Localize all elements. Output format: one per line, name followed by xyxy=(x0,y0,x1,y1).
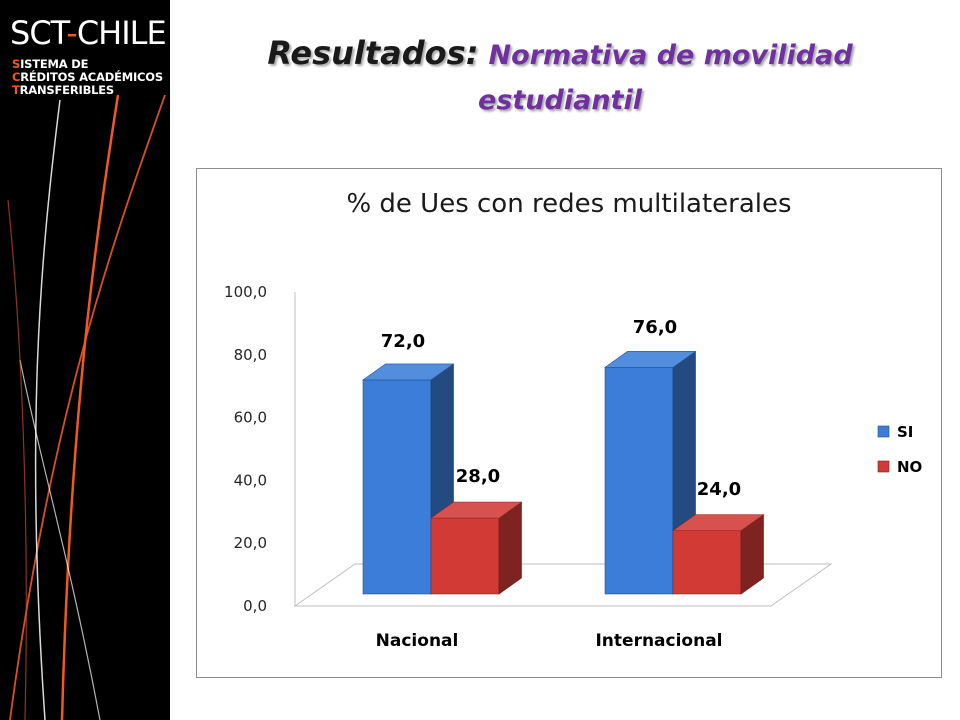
legend-label: NO xyxy=(897,458,922,476)
y-tick-label: 60,0 xyxy=(234,409,267,427)
logo-line-1: SISTEMA DE xyxy=(12,57,89,71)
bar-chart: % de Ues con redes multilaterales 0,0 20,… xyxy=(224,189,922,651)
data-label: 72,0 xyxy=(381,331,425,352)
bar-no-nacional xyxy=(430,501,523,595)
slide-subtitle-line1: Normativa de movilidad xyxy=(488,40,853,71)
logo-line-3: TRANSFERIBLES xyxy=(12,83,114,97)
data-label: 28,0 xyxy=(456,466,500,487)
slide-title: Resultados: Normativa de movilidad estudi… xyxy=(190,30,930,120)
x-category-label: Internacional xyxy=(595,631,722,651)
slide-subtitle-line2: estudiantil xyxy=(478,85,642,116)
sidebar-brand: SCT-CHILE SISTEMA DE CRÉDITOS ACADÉMICOS… xyxy=(0,0,170,720)
legend-swatch xyxy=(877,460,890,473)
chart-title: % de Ues con redes multilaterales xyxy=(346,189,791,219)
slide-title-main: Resultados: xyxy=(267,34,479,72)
legend-item-no: NO xyxy=(877,458,922,476)
chart-container: % de Ues con redes multilaterales 0,0 20,… xyxy=(196,168,942,678)
bar-no-internacional xyxy=(672,514,765,595)
logo-wordmark: SCT-CHILE xyxy=(10,14,167,52)
decorative-curves xyxy=(7,94,166,720)
y-tick-label: 100,0 xyxy=(224,283,267,301)
data-label: 76,0 xyxy=(633,317,677,338)
data-label: 24,0 xyxy=(697,479,741,500)
y-tick-label: 0,0 xyxy=(243,597,267,615)
y-tick-label: 40,0 xyxy=(234,471,267,489)
logo-line-2: CRÉDITOS ACADÉMICOS xyxy=(12,70,163,84)
logo-tagline: SISTEMA DE CRÉDITOS ACADÉMICOS TRANSFERI… xyxy=(12,58,163,97)
legend-swatch xyxy=(877,425,890,438)
y-tick-label: 20,0 xyxy=(234,534,267,552)
legend-label: SI xyxy=(897,423,913,441)
y-tick-label: 80,0 xyxy=(234,346,267,364)
bar-si-internacional xyxy=(604,350,697,595)
x-category-label: Nacional xyxy=(376,631,459,651)
legend-item-si: SI xyxy=(877,423,913,441)
